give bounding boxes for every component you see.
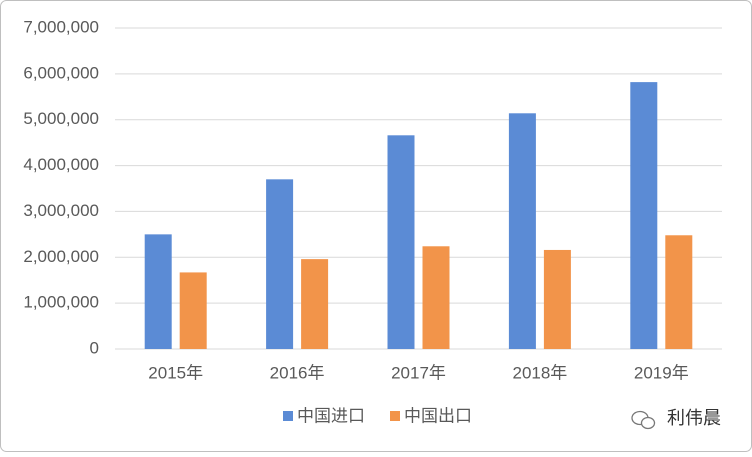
y-tick-label: 1,000,000 [23, 293, 99, 312]
bar [144, 234, 172, 349]
y-tick-label: 3,000,000 [23, 201, 99, 220]
bar [179, 272, 207, 349]
bar [665, 235, 693, 349]
watermark: 利伟晨 [667, 408, 721, 428]
y-tick-label: 0 [90, 338, 99, 357]
legend-swatch [283, 411, 293, 421]
legend-label: 中国出口 [404, 406, 472, 425]
y-tick-label: 2,000,000 [23, 247, 99, 266]
bar [508, 113, 536, 350]
bar [543, 249, 571, 349]
bar [266, 179, 294, 349]
x-tick-label: 2017年 [391, 363, 446, 382]
bar [301, 259, 329, 349]
x-tick-label: 2018年 [512, 363, 567, 382]
legend-label: 中国进口 [297, 406, 365, 425]
y-tick-label: 6,000,000 [23, 63, 99, 82]
wechat-icon [631, 410, 656, 430]
y-tick-label: 4,000,000 [23, 155, 99, 174]
x-tick-label: 2015年 [148, 363, 203, 382]
legend-swatch [390, 411, 400, 421]
x-tick-label: 2019年 [634, 363, 689, 382]
bar [387, 135, 415, 349]
y-tick-label: 7,000,000 [23, 17, 99, 36]
y-tick-label: 5,000,000 [23, 109, 99, 128]
x-tick-label: 2016年 [270, 363, 325, 382]
bar [422, 246, 450, 349]
bar [630, 82, 658, 350]
